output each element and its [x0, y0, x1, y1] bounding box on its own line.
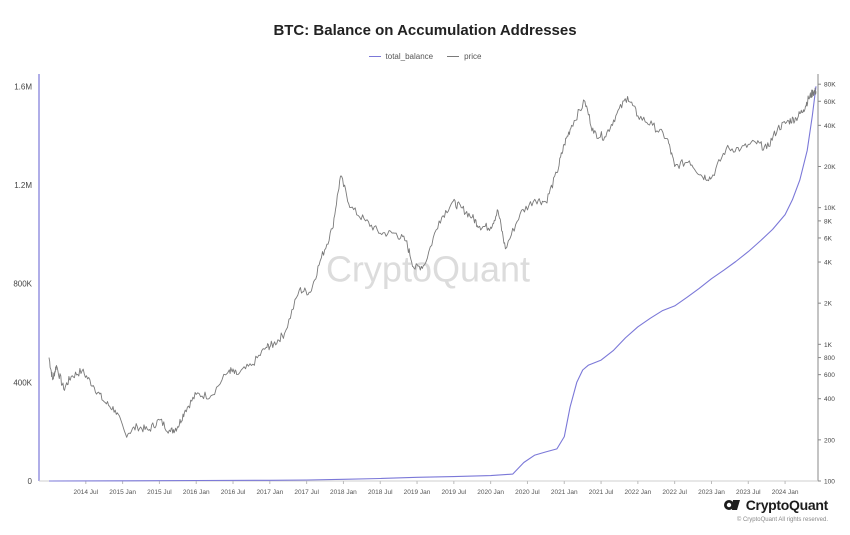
y-right-tick-label: 6K — [824, 235, 833, 242]
y-right-tick-label: 100 — [824, 479, 835, 486]
x-tick-label: 2021 Jul — [589, 489, 614, 496]
y-right-tick-label: 10K — [824, 205, 836, 212]
y-left-tick-label: 1.2M — [14, 181, 32, 190]
copyright: © CryptoQuant All rights reserved. — [736, 517, 828, 523]
x-tick-label: 2016 Jul — [221, 489, 246, 496]
legend-item-total-balance[interactable]: total_balance — [368, 52, 434, 61]
x-tick-label: 2018 Jan — [330, 489, 357, 496]
series-line-total-balance — [48, 86, 817, 482]
x-tick-label: 2021 Jan — [551, 489, 578, 496]
series-line-price — [48, 87, 817, 438]
brand-name: CryptoQuant — [745, 497, 829, 513]
y-left-tick-label: 1.6M — [14, 82, 32, 91]
cryptoquant-logo-icon — [723, 500, 740, 510]
x-tick-label: 2024 Jan — [772, 489, 799, 496]
y-right-tick-label: 40K — [824, 123, 836, 130]
x-tick-label: 2020 Jan — [477, 489, 504, 496]
y-right-tick-label: 8K — [824, 218, 833, 225]
x-tick-label: 2015 Jul — [147, 489, 172, 496]
legend-label-total-balance: total_balance — [385, 52, 434, 61]
legend-swatch-price — [447, 56, 460, 57]
x-tick-label: 2015 Jan — [109, 489, 136, 496]
x-tick-label: 2017 Jan — [256, 489, 283, 496]
x-tick-label: 2019 Jul — [442, 489, 467, 496]
x-tick-label: 2016 Jan — [183, 489, 210, 496]
y-right-tick-label: 60K — [824, 99, 836, 106]
x-tick-label: 2014 Jul — [74, 489, 99, 496]
y-right-tick-label: 800 — [824, 355, 835, 362]
x-tick-label: 2019 Jan — [404, 489, 431, 496]
y-right-tick-label: 20K — [824, 164, 836, 171]
y-right-tick-label: 400 — [824, 396, 835, 403]
y-right-tick-label: 4K — [824, 260, 833, 267]
y-right-tick-label: 200 — [824, 437, 835, 444]
x-tick-label: 2018 Jul — [368, 489, 393, 496]
x-tick-label: 2022 Jul — [662, 489, 687, 496]
legend-item-price[interactable]: price — [447, 52, 481, 61]
legend-swatch-total-balance — [368, 56, 381, 57]
y-right-tick-label: 2K — [824, 301, 833, 308]
brand: CryptoQuant — [723, 497, 829, 513]
legend: total_balance price — [0, 52, 850, 61]
x-tick-label: 2017 Jul — [294, 489, 319, 496]
chart-title: BTC: Balance on Accumulation Addresses — [273, 22, 577, 39]
y-right-tick-label: 600 — [824, 372, 835, 379]
x-tick-label: 2020 Jul — [515, 489, 540, 496]
x-tick-label: 2023 Jan — [698, 489, 725, 496]
y-right-tick-label: 80K — [824, 82, 836, 89]
legend-label-price: price — [464, 52, 482, 61]
x-tick-label: 2023 Jul — [736, 489, 761, 496]
y-left-tick-label: 400K — [13, 378, 32, 387]
y-left-tick-label: 0 — [28, 477, 33, 486]
x-tick-label: 2022 Jan — [624, 489, 651, 496]
y-right-tick-label: 1K — [824, 342, 833, 349]
y-left-tick-label: 800K — [13, 280, 32, 289]
